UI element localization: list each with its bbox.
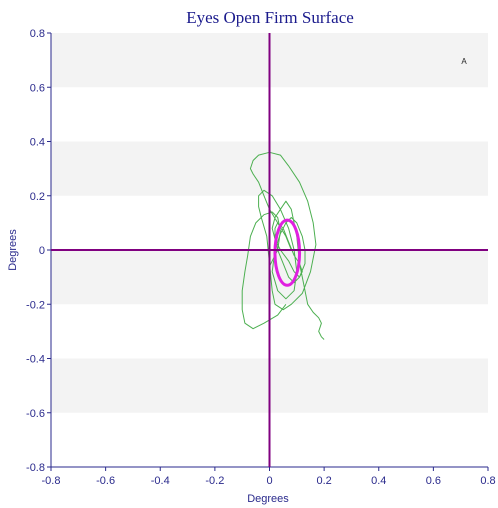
x-tick-label: 0.6 <box>426 475 441 487</box>
x-tick-label: 0 <box>266 475 272 487</box>
chart-title: Eyes Open Firm Surface <box>186 8 354 27</box>
x-axis-label: Degrees <box>247 493 289 505</box>
x-tick-label: 0.8 <box>480 475 495 487</box>
y-tick-label: 0.4 <box>30 137 45 149</box>
sway-outer-loop <box>241 211 287 330</box>
x-tick-label: -0.4 <box>151 475 170 487</box>
sway-path <box>249 151 325 340</box>
y-tick-label: 0 <box>39 245 45 257</box>
y-tick-label: -0.2 <box>26 299 45 311</box>
y-tick-group: 0.8 0.6 0.4 0.2 0 -0.2 -0.4 -0.6 -0.8 <box>26 28 51 474</box>
y-tick-label: 0.8 <box>30 28 45 40</box>
series-layer <box>241 151 325 340</box>
x-tick-label: 0.2 <box>316 475 331 487</box>
corner-label: A <box>461 57 467 66</box>
y-tick-label: 0.6 <box>30 82 45 94</box>
x-tick-label: 0.4 <box>371 475 386 487</box>
x-tick-label: -0.6 <box>96 475 115 487</box>
confidence-ellipse <box>273 218 302 287</box>
x-tick-label: -0.2 <box>205 475 224 487</box>
y-axis-label: Degrees <box>7 229 19 271</box>
x-tick-group: -0.8 -0.6 -0.4 -0.2 0 0.2 0.4 0.6 0.8 <box>42 467 496 487</box>
y-tick-label: -0.4 <box>26 354 45 366</box>
x-tick-label: -0.8 <box>42 475 61 487</box>
y-tick-label: -0.8 <box>26 462 45 474</box>
y-tick-label: -0.6 <box>26 408 45 420</box>
y-tick-label: 0.2 <box>30 191 45 203</box>
